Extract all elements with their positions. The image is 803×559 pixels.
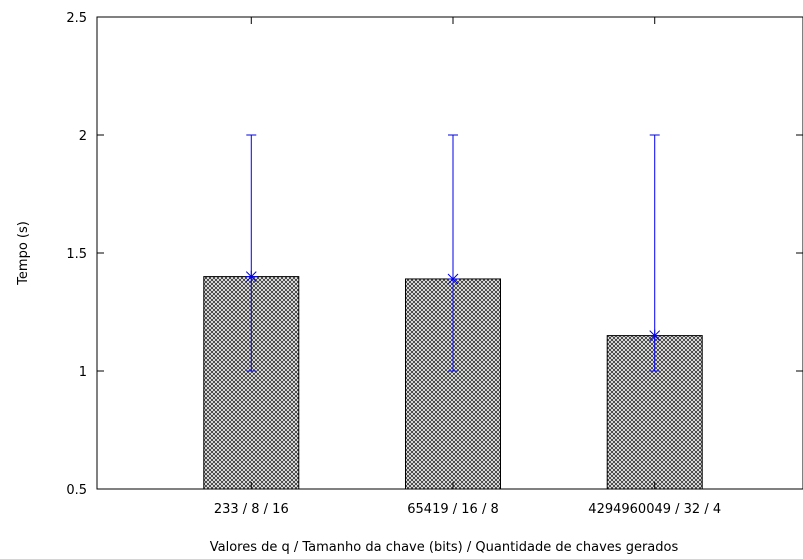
data-point-marker bbox=[245, 270, 258, 283]
y-tick-label: 0.5 bbox=[66, 483, 87, 498]
y-tick-label: 2 bbox=[79, 129, 87, 144]
y-tick-label: 2.5 bbox=[66, 11, 87, 26]
x-tick-label: 4294960049 / 32 / 4 bbox=[588, 502, 721, 517]
y-axis-label: Tempo (s) bbox=[16, 221, 31, 286]
x-axis: 233 / 8 / 16 65419 / 16 / 8 4294960049 / 3… bbox=[214, 17, 721, 517]
y-tick-label: 1 bbox=[79, 365, 87, 380]
error-bars-group bbox=[245, 134, 661, 372]
x-tick-label: 233 / 8 / 16 bbox=[214, 502, 289, 517]
x-axis-label: Valores de q / Tamanho da chave (bits) /… bbox=[210, 540, 679, 555]
y-axis: 0.5 1 1.5 2 2.5 bbox=[66, 11, 803, 498]
data-point-marker bbox=[447, 272, 459, 285]
x-tick-label: 65419 / 16 / 8 bbox=[407, 502, 498, 517]
y-tick-label: 1.5 bbox=[66, 247, 87, 262]
data-point-marker bbox=[648, 329, 661, 342]
plot-area: 0.5 1 1.5 2 2.5 233 / 8 / 16 65419 / 16 / 8 42… bbox=[66, 11, 803, 517]
